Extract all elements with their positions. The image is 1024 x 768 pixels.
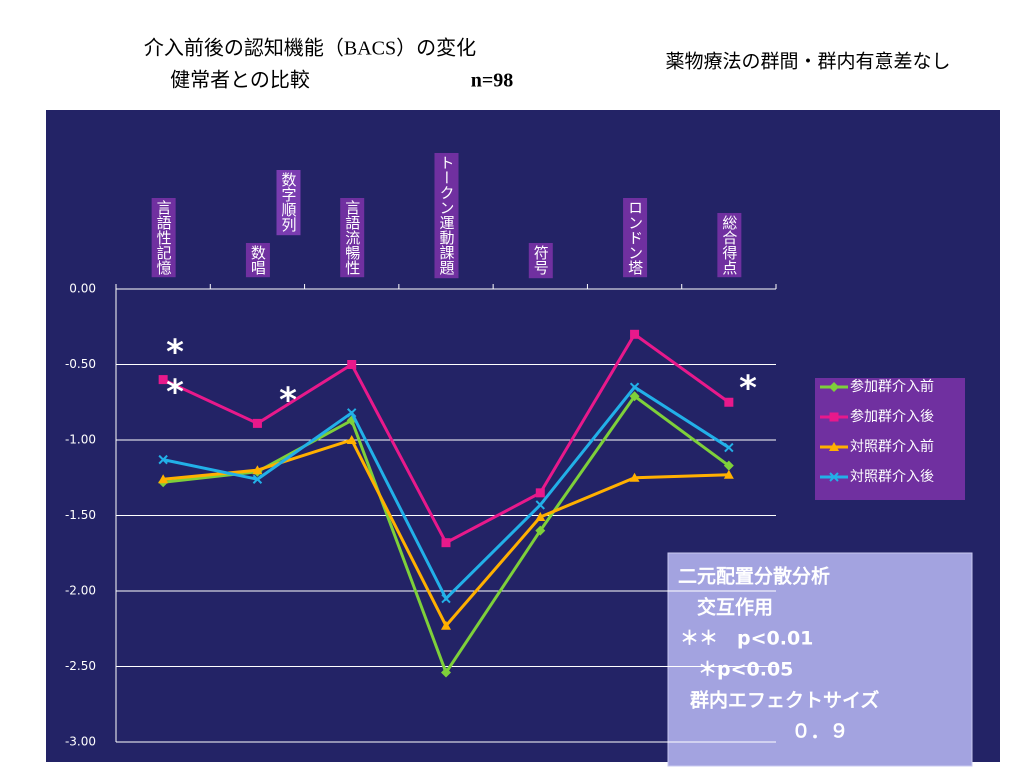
marker: [252, 465, 263, 475]
x-tick-label: 符号: [532, 245, 550, 276]
chart-title: 介入前後の認知機能（BACS）の変化: [144, 37, 476, 60]
legend-box: [815, 378, 965, 500]
marker: [441, 593, 451, 604]
x-tick-label: 総合得点: [720, 215, 738, 275]
legend-label: 参加群介入前: [850, 378, 934, 395]
marker: [535, 512, 546, 522]
x-tick-label-box: [717, 213, 742, 278]
significance-mark: *: [166, 333, 184, 373]
significance-mark: *: [279, 381, 297, 421]
significance-mark: *: [166, 373, 184, 413]
x-tick-label: ロンドン塔: [626, 200, 644, 275]
y-tick-label: 0.00: [69, 282, 96, 296]
y-tick-label: -2.50: [65, 659, 96, 673]
stats-box: [667, 552, 973, 767]
y-tick-label: -0.50: [65, 357, 96, 371]
marker: [535, 488, 545, 498]
stats-text: 二元配置分散分析: [678, 565, 830, 588]
marker: [158, 375, 168, 385]
legend-label: 対照群介入後: [850, 469, 934, 485]
sample-size: n=98: [471, 70, 514, 92]
x-tick-label: トークン運動課題: [438, 155, 456, 276]
marker: [535, 525, 546, 536]
legend-label: 対照群介入前: [850, 438, 934, 455]
note: 薬物療法の群間・群内有意差なし: [665, 51, 950, 73]
y-tick-label: -1.00: [65, 433, 96, 447]
marker: [829, 412, 839, 422]
marker: [347, 360, 357, 369]
marker: [724, 397, 734, 407]
marker: [724, 442, 734, 453]
overlay-label-box: [276, 170, 301, 236]
x-tick-label: 言語性記憶: [155, 200, 173, 275]
marker: [723, 460, 734, 471]
x-tick-label-box: [245, 243, 270, 278]
overlay-label: 数字順列: [280, 172, 298, 233]
x-tick-label-box: [623, 198, 648, 278]
significance-mark: *: [739, 369, 757, 409]
stats-text: 交互作用: [697, 596, 773, 619]
marker: [441, 667, 451, 678]
marker: [158, 474, 169, 484]
x-tick-label-box: [340, 198, 365, 278]
x-tick-label-box: [434, 153, 459, 279]
marker: [252, 418, 262, 428]
marker: [829, 442, 839, 451]
marker: [829, 382, 839, 392]
marker: [252, 474, 263, 484]
y-tick-label: -3.00: [65, 735, 96, 749]
marker: [346, 435, 357, 444]
stats-text: ＊＊ p<0.01: [680, 628, 813, 650]
x-tick-label-box: [528, 243, 553, 279]
marker: [630, 329, 640, 339]
marker: [441, 620, 451, 630]
legend-label: 参加群介入後: [850, 408, 934, 425]
stats-text: ＊p<0.05: [698, 659, 793, 681]
marker: [629, 472, 640, 482]
marker: [158, 454, 168, 465]
chart-subtitle: 健常者との比較: [170, 69, 310, 92]
stats-text: 群内エフェクトサイズ: [689, 689, 879, 712]
marker: [829, 472, 839, 482]
x-tick-label-box: [151, 198, 176, 278]
y-tick-label: -1.50: [65, 508, 96, 522]
marker: [629, 391, 640, 402]
x-tick-label: 言語流暢性: [343, 200, 361, 275]
marker: [441, 538, 451, 548]
stats-text: ０．９: [791, 721, 848, 743]
marker: [629, 382, 640, 392]
marker: [723, 469, 734, 479]
x-tick-label: 数唱: [249, 245, 267, 275]
marker: [347, 408, 357, 418]
marker: [535, 500, 545, 510]
y-tick-label: -2.00: [65, 584, 96, 598]
